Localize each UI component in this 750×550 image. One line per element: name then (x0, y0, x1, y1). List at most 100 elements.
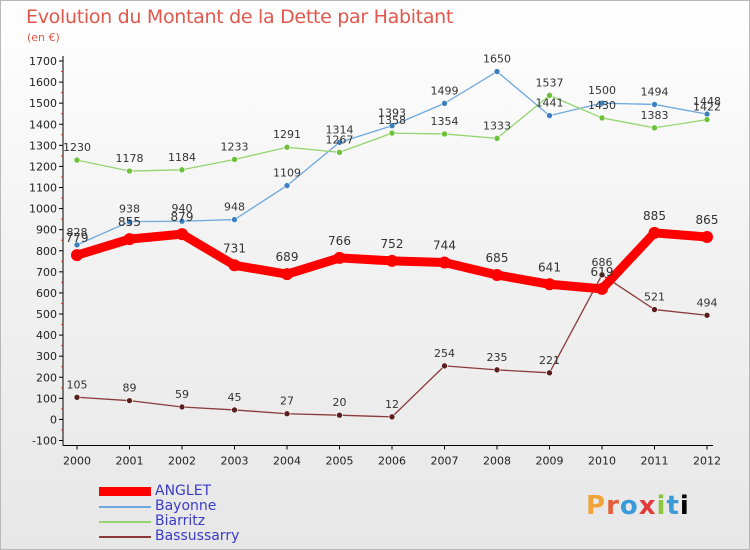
data-label: 1393 (378, 107, 406, 120)
y-tick-label: 800 (36, 245, 57, 258)
data-label: 752 (381, 237, 404, 251)
legend-swatch (99, 520, 151, 523)
data-point (336, 148, 343, 156)
data-label: 1267 (326, 133, 354, 146)
data-point (543, 278, 556, 291)
data-label: 865 (696, 213, 719, 227)
data-point (546, 369, 553, 377)
data-label: 641 (538, 260, 561, 274)
data-label: 1184 (168, 151, 196, 164)
data-point (283, 410, 291, 418)
data-label: 254 (434, 347, 455, 360)
data-label: 1358 (378, 114, 406, 127)
data-point (231, 406, 238, 414)
data-point (491, 268, 503, 281)
x-tick-label: 2000 (63, 455, 91, 468)
legend-item-biarritz: Biarritz (99, 514, 239, 529)
data-label: 1499 (431, 84, 459, 97)
data-label: 27 (280, 395, 294, 408)
data-point (333, 251, 346, 264)
data-point (73, 393, 81, 401)
data-point (493, 68, 501, 75)
series-line-bassussarry (76, 274, 708, 418)
legend-item-anglet: ANGLET (99, 484, 239, 499)
data-point (598, 271, 606, 279)
data-label: 1354 (431, 115, 459, 128)
data-label: 885 (643, 209, 666, 223)
data-point (71, 249, 83, 262)
data-label: 686 (592, 256, 613, 269)
x-tick-label: 2010 (588, 455, 616, 468)
data-point (438, 256, 451, 269)
y-tick-label: 200 (36, 371, 57, 384)
data-point (441, 362, 448, 370)
legend-item-bassussarry: Bassussarry (99, 529, 239, 544)
data-label: 879 (171, 210, 194, 224)
y-tick-label: 500 (36, 308, 57, 321)
y-tick-label: 1600 (29, 76, 57, 89)
legend-label: Bayonne (155, 498, 217, 514)
y-tick-label: 1100 (29, 182, 57, 195)
data-point (228, 259, 241, 272)
data-point (388, 122, 396, 130)
proxiti-logo: Proxiti (586, 491, 690, 521)
data-point (703, 116, 711, 123)
data-point (651, 306, 658, 313)
x-tick-label: 2009 (536, 455, 564, 468)
data-label: 1314 (326, 123, 354, 136)
data-label: 940 (172, 202, 193, 215)
data-point (546, 92, 553, 99)
data-point (441, 130, 448, 138)
data-label: 828 (67, 226, 88, 239)
data-label: 948 (224, 201, 245, 214)
data-label: 938 (119, 203, 140, 216)
data-label: 1233 (221, 140, 249, 153)
x-tick-label: 2011 (641, 455, 669, 468)
x-tick-label: 2005 (326, 455, 354, 468)
data-point (493, 135, 501, 142)
data-label: 20 (333, 396, 347, 409)
data-point (336, 139, 343, 146)
data-point (283, 182, 291, 189)
data-label: 12 (385, 398, 399, 411)
y-tick-label: 600 (36, 287, 57, 300)
data-point (648, 226, 661, 239)
y-tick-label: 1700 (29, 55, 57, 68)
x-tick-label: 2008 (483, 455, 511, 468)
data-label: 1178 (116, 152, 144, 165)
data-point (126, 218, 133, 225)
data-label: 1430 (588, 99, 616, 112)
data-label: 766 (328, 234, 351, 248)
data-point (651, 124, 658, 132)
y-tick-label: 1500 (29, 97, 57, 110)
y-tick-label: 1400 (29, 118, 57, 131)
data-label: 1230 (63, 141, 91, 154)
x-tick-label: 2007 (431, 455, 459, 468)
y-tick-label: 400 (36, 329, 57, 342)
data-point (283, 143, 291, 151)
data-point (178, 217, 186, 225)
data-point (388, 129, 396, 137)
data-point (178, 403, 186, 411)
data-label: 1333 (483, 119, 511, 132)
chart-data-labels: 779 855 879 731 689 766 752 744 685 641 619 885 865 8… (63, 53, 721, 411)
y-tick-label: 100 (36, 392, 57, 405)
data-label: 685 (486, 251, 509, 265)
data-point (281, 268, 293, 281)
data-label: 521 (644, 291, 665, 304)
data-label: 1537 (536, 76, 564, 89)
x-tick-label: 2004 (273, 455, 301, 468)
x-tick-label: 2002 (168, 455, 196, 468)
legend-item-bayonne: Bayonne (99, 499, 239, 514)
data-label: 1650 (483, 53, 511, 66)
data-label: 1448 (693, 95, 721, 108)
data-point (386, 254, 398, 267)
data-point (123, 233, 136, 246)
data-label: 744 (433, 239, 456, 253)
x-tick-label: 2012 (693, 455, 721, 468)
data-point (231, 156, 238, 163)
data-label: 235 (487, 351, 508, 364)
data-point (73, 241, 81, 249)
data-point (546, 112, 553, 119)
